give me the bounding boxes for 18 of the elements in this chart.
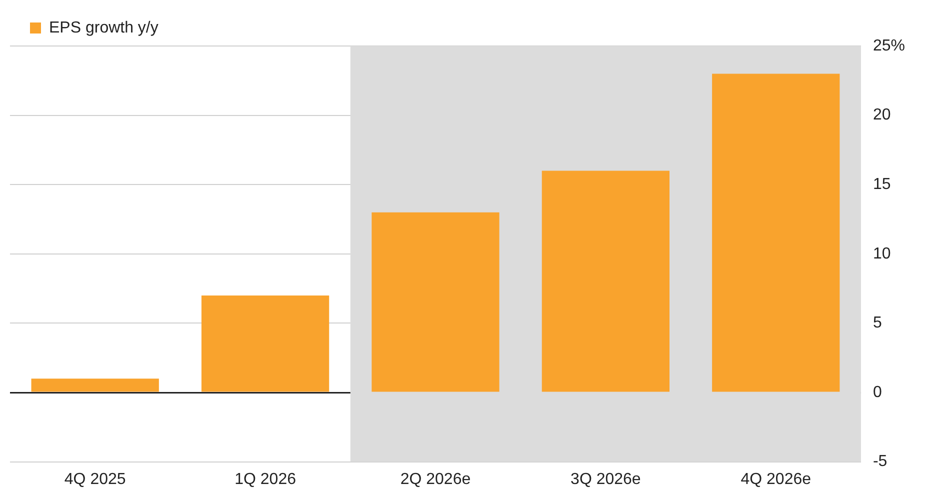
- y-tick-label: -5: [872, 453, 888, 470]
- x-tick-label: 4Q 2025: [64, 470, 126, 488]
- x-tick-label: 4Q 2026e: [740, 470, 812, 488]
- legend-label: EPS growth y/y: [49, 19, 158, 36]
- y-tick-label: 0: [872, 384, 882, 401]
- bar: [372, 212, 500, 392]
- y-tick-label: 5: [872, 314, 882, 332]
- y-tick-label: 25%: [872, 37, 906, 54]
- bar: [542, 170, 670, 392]
- bar: [31, 378, 159, 392]
- y-tick-label: 10: [872, 245, 891, 262]
- bar: [201, 295, 330, 392]
- bar: [712, 74, 840, 392]
- x-tick-label: 1Q 2026: [234, 470, 296, 488]
- y-tick-label: 15: [872, 176, 891, 194]
- x-tick-label: 3Q 2026e: [570, 470, 641, 488]
- x-tick-label: 2Q 2026e: [400, 470, 471, 488]
- y-tick-label: 20: [872, 106, 891, 124]
